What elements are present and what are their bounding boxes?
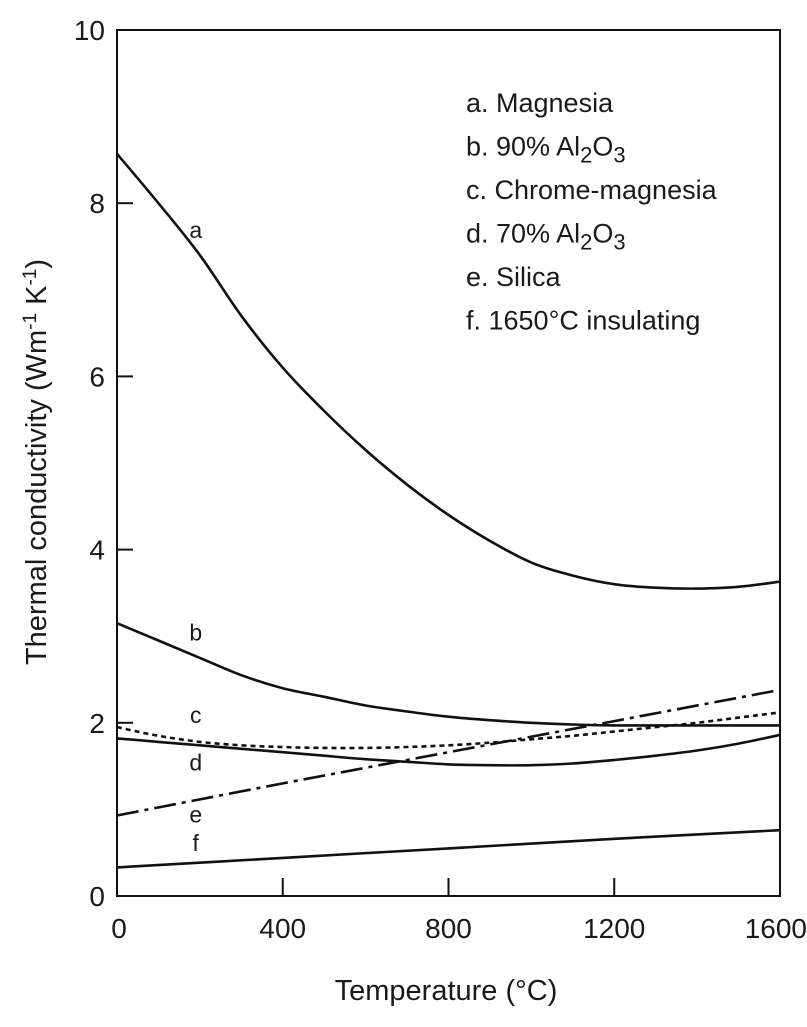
plot-frame [116, 29, 781, 897]
series-e-line [116, 688, 781, 817]
series-b-line [116, 622, 780, 727]
x-tick-label: 400 [259, 913, 306, 944]
curves [116, 152, 781, 869]
legend-entry: a. Magnesia [466, 88, 614, 118]
curve-label-d: d [189, 749, 202, 775]
series-d-line [116, 733, 781, 767]
legend-entry: d. 70% Al2O3 [466, 219, 626, 255]
x-tick-label: 1200 [583, 913, 645, 944]
x-tick-label: 0 [111, 913, 127, 944]
x-tick-label: 1600 [745, 913, 807, 944]
series-c-line [116, 711, 781, 750]
y-axis-label: Thermal conductivity (Wm-1 K-1) [20, 259, 53, 665]
y-tick-label: 0 [89, 881, 105, 912]
x-tick-label: 800 [425, 913, 472, 944]
curve-label-c: c [190, 702, 202, 728]
legend-entry: c. Chrome-magnesia [466, 175, 718, 205]
curve-label-a: a [189, 217, 202, 243]
y-tick-label: 4 [89, 535, 105, 566]
y-tick-label: 8 [89, 188, 105, 219]
curve-label-f: f [193, 830, 200, 856]
legend-entry: e. Silica [466, 262, 562, 292]
x-axis-label: Temperature (°C) [335, 975, 558, 1007]
series-f-line [116, 828, 781, 869]
legend: a. Magnesia b. 90% Al2O3 c. Chrome-magnesi… [466, 88, 718, 336]
legend-entry: f. 1650°C insulating [466, 306, 700, 336]
curve-label-e: e [189, 801, 202, 827]
axes: 0 2 4 6 8 10 0 400 800 1200 1600 [74, 15, 807, 944]
y-tick-label: 10 [74, 15, 105, 46]
curve-label-b: b [189, 620, 202, 646]
legend-entry: b. 90% Al2O3 [466, 132, 626, 168]
series-a-line [116, 152, 781, 590]
y-tick-label: 2 [89, 708, 105, 739]
y-tick-label: 6 [89, 361, 105, 392]
